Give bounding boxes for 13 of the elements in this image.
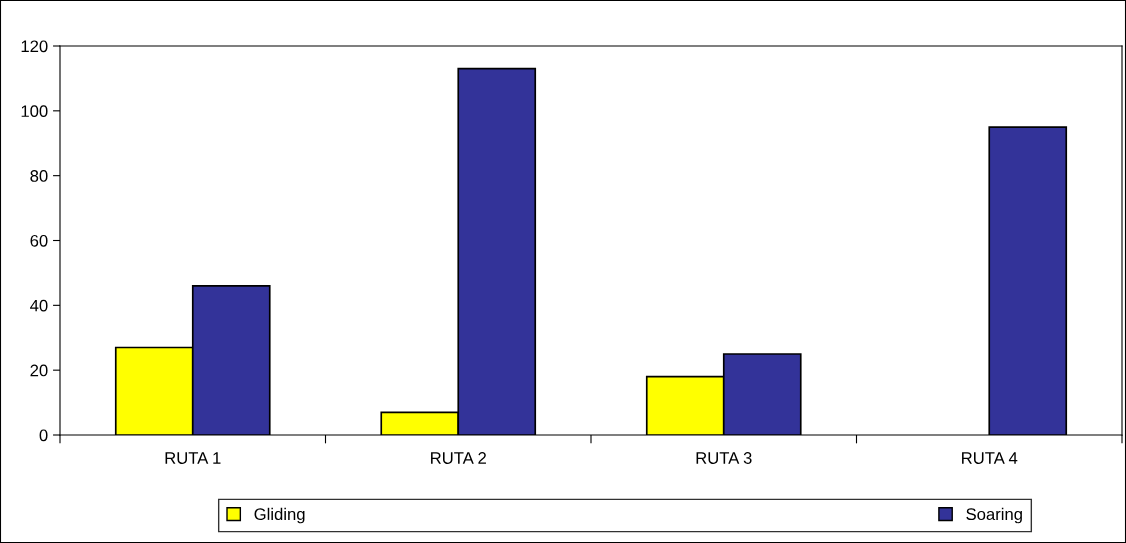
- y-tick-label: 100: [21, 105, 48, 118]
- y-tick-label: 120: [21, 40, 48, 53]
- legend-label: Soaring: [966, 507, 1022, 524]
- y-tick-label: 20: [30, 364, 48, 377]
- x-tick-label: RUTA 4: [962, 452, 1018, 464]
- x-tick-label: RUTA 3: [696, 452, 752, 464]
- y-tick-label: 40: [30, 299, 48, 312]
- y-tick-label: 80: [30, 170, 48, 182]
- x-tick-label: RUTA 2: [431, 452, 486, 464]
- y-tick-label: 60: [30, 234, 48, 247]
- legend-label: Gliding: [254, 507, 305, 524]
- x-tick-label: RUTA 1: [165, 452, 221, 464]
- y-tick-label: 0: [39, 429, 48, 442]
